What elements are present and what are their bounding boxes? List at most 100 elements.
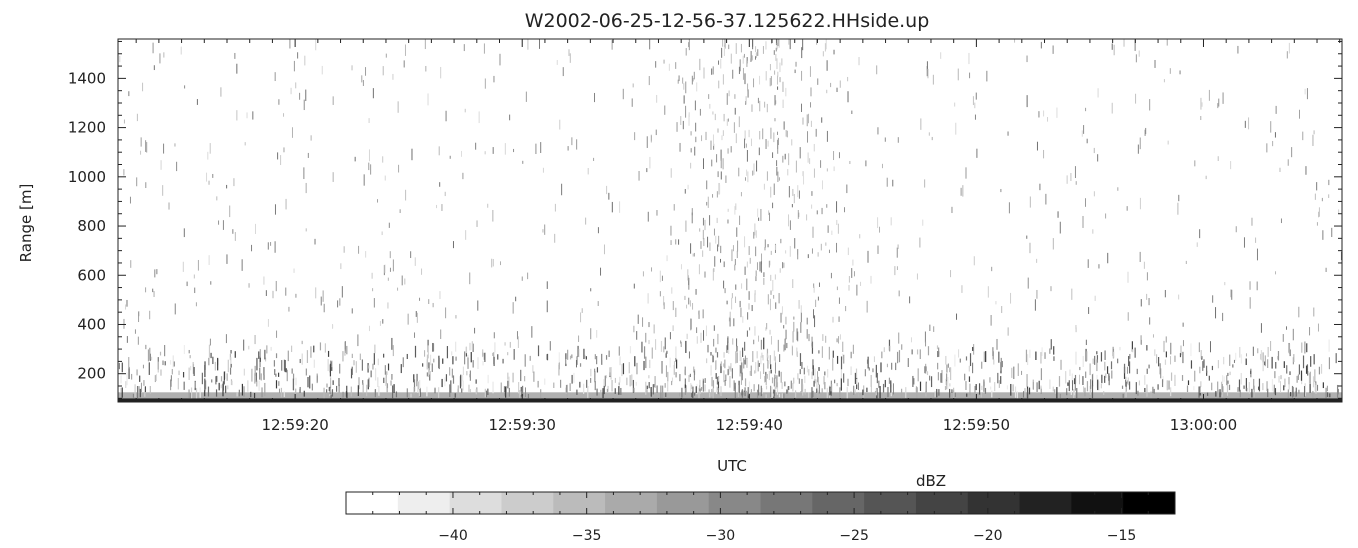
echo-streak (277, 372, 280, 377)
echo-streak (413, 379, 416, 392)
echo-streak (1068, 380, 1070, 392)
echo-streak (1088, 307, 1090, 314)
echo-streak (463, 44, 465, 52)
echo-streak (973, 256, 975, 266)
echo-streak (455, 341, 457, 352)
echo-streak (865, 160, 867, 167)
echo-streak (315, 287, 317, 299)
echo-streak (258, 380, 260, 391)
echo-streak (1136, 368, 1138, 375)
echo-streak (775, 100, 777, 104)
echo-streak (601, 353, 603, 365)
echo-streak (436, 204, 438, 209)
echo-streak (746, 330, 748, 337)
echo-streak (1164, 359, 1167, 365)
echo-streak (169, 360, 172, 365)
echo-streak (1045, 193, 1047, 205)
echo-streak (1169, 68, 1171, 74)
echo-streak (826, 204, 828, 208)
echo-streak (675, 307, 677, 318)
echo-streak (753, 78, 755, 88)
echo-streak (1086, 381, 1089, 392)
echo-streak (520, 369, 522, 382)
echo-streak (229, 353, 232, 361)
echo-streak (1044, 352, 1046, 359)
echo-streak (846, 387, 848, 399)
echo-streak (651, 267, 653, 272)
echo-streak (194, 381, 196, 388)
echo-streak (788, 386, 790, 390)
echo-streak (1159, 363, 1161, 375)
echo-streak (367, 379, 369, 390)
echo-streak (770, 127, 772, 139)
echo-streak (140, 150, 142, 155)
echo-streak (656, 385, 658, 393)
echo-streak (1023, 391, 1025, 398)
colorbar: −40 −35 −30 −25 −20 −15 (345, 491, 1176, 544)
echo-streak (1113, 351, 1115, 358)
echo-streak (125, 381, 127, 388)
echo-streak (1153, 388, 1155, 394)
echo-streak (140, 382, 142, 393)
echo-streak (670, 225, 672, 236)
echo-streak (1170, 342, 1172, 355)
echo-streak (817, 390, 819, 397)
echo-streak (382, 319, 384, 324)
echo-streak (223, 380, 225, 385)
echo-streak (571, 374, 573, 384)
echo-streak (559, 119, 561, 130)
echo-streak (1078, 374, 1080, 385)
echo-streak (177, 377, 179, 390)
echo-streak (739, 215, 741, 225)
echo-streak (812, 365, 814, 376)
echo-streak (1165, 336, 1167, 343)
echo-streak (1321, 197, 1323, 202)
echo-streak (843, 354, 845, 364)
echo-streak (891, 362, 893, 370)
echo-streak (263, 367, 265, 380)
echo-streak (192, 364, 195, 374)
echo-streak (1066, 388, 1068, 396)
echo-streak (673, 361, 675, 366)
echo-streak (1096, 351, 1098, 355)
echo-streak (628, 362, 630, 374)
echo-streak (204, 365, 206, 378)
echo-streak (755, 270, 757, 277)
echo-streak (1205, 175, 1207, 180)
echo-streak (1304, 383, 1306, 396)
echo-streak (305, 368, 307, 376)
echo-streak (1111, 43, 1113, 50)
echo-streak (785, 87, 787, 97)
echo-streak (248, 345, 250, 350)
echo-streak (673, 365, 675, 375)
echo-streak (1135, 93, 1137, 104)
echo-streak (1306, 88, 1308, 100)
echo-streak (924, 366, 926, 374)
echo-streak (573, 372, 575, 383)
echo-streak (800, 312, 802, 323)
echo-streak (976, 148, 978, 158)
echo-streak (860, 281, 862, 286)
echo-streak (785, 316, 787, 325)
echo-streak (1309, 371, 1311, 384)
echo-streak (866, 387, 868, 393)
echo-streak (665, 352, 667, 357)
echo-streak (968, 52, 970, 65)
echo-streak (780, 371, 782, 383)
echo-streak (752, 170, 754, 176)
echo-streak (143, 380, 145, 386)
echo-streak (1180, 345, 1182, 356)
echo-streak (742, 316, 744, 323)
echo-streak (746, 150, 748, 162)
echo-streak (283, 147, 285, 153)
echo-streak (723, 370, 725, 383)
echo-streak (907, 358, 909, 367)
echo-streak (1318, 207, 1320, 217)
echo-streak (759, 100, 761, 112)
echo-streak (1178, 294, 1180, 300)
echo-streak (756, 389, 759, 398)
echo-streak (1024, 388, 1026, 398)
echo-streak (1335, 353, 1337, 364)
echo-streak (704, 271, 706, 278)
echo-streak (1085, 339, 1087, 346)
